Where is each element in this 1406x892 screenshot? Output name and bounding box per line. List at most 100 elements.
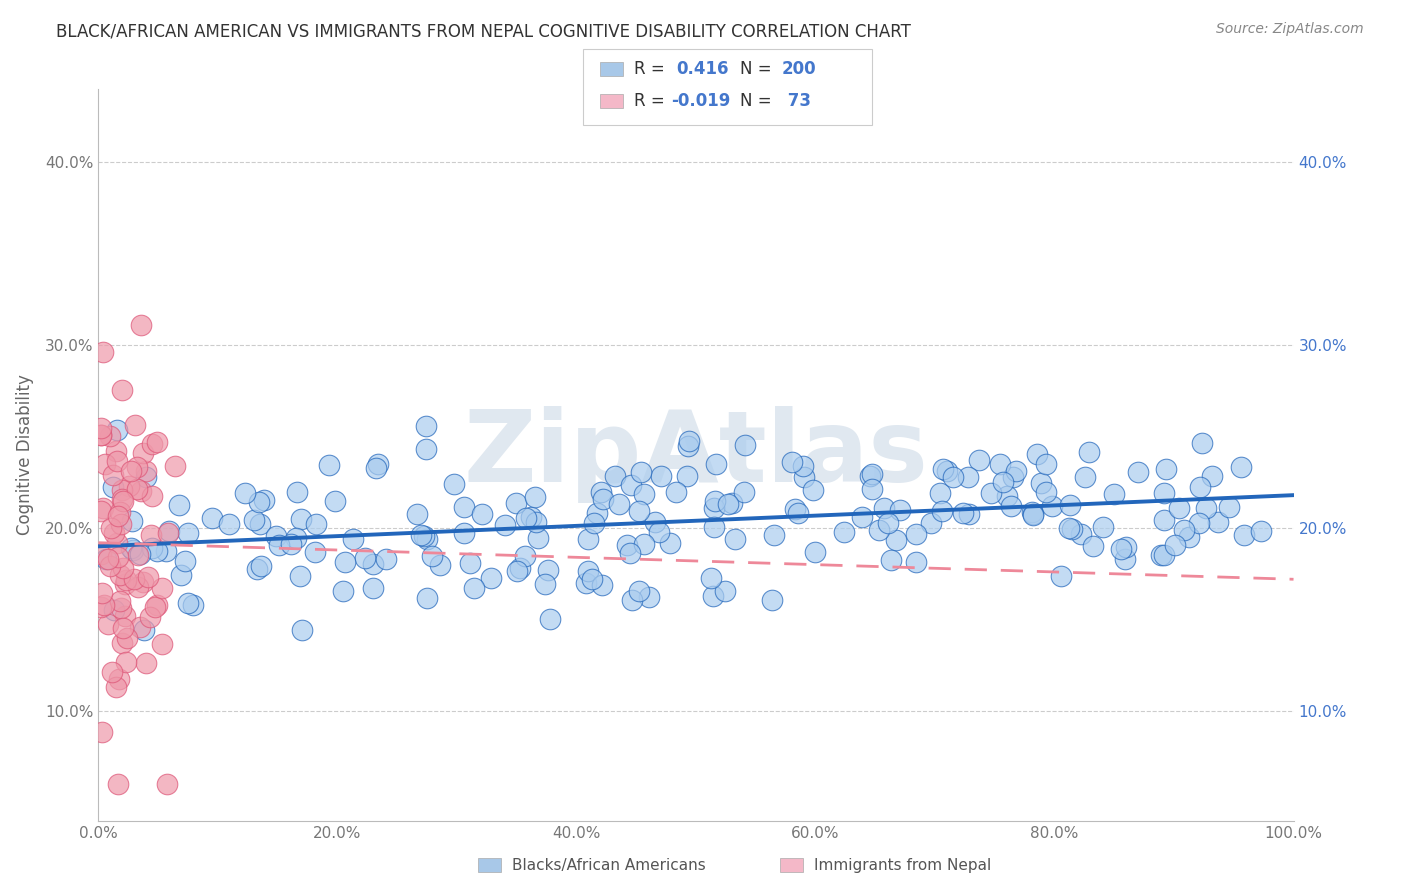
- Point: [129, 484, 152, 499]
- Point: [90, 504, 112, 518]
- Point: [889, 503, 911, 517]
- Point: [91, 585, 114, 599]
- Point: [505, 496, 527, 510]
- Point: [527, 531, 550, 545]
- Point: [122, 543, 145, 558]
- Point: [167, 499, 190, 513]
- Point: [1059, 498, 1081, 512]
- Point: [929, 485, 952, 500]
- Point: [105, 454, 128, 468]
- Point: [290, 569, 312, 583]
- Point: [93, 598, 115, 612]
- Point: [141, 541, 163, 556]
- Point: [136, 570, 159, 584]
- Point: [1109, 542, 1132, 557]
- Point: [145, 544, 167, 558]
- Point: [1074, 469, 1097, 483]
- Point: [91, 500, 114, 515]
- Point: [361, 557, 384, 571]
- Point: [100, 665, 122, 680]
- Point: [880, 552, 903, 566]
- Point: [851, 510, 873, 524]
- Point: [1233, 527, 1256, 541]
- Point: [1194, 501, 1216, 516]
- Point: [218, 516, 240, 531]
- Point: [884, 533, 907, 548]
- Point: [246, 562, 269, 576]
- Point: [1218, 500, 1240, 514]
- Point: [165, 459, 187, 474]
- Point: [1250, 524, 1272, 539]
- Point: [285, 484, 308, 499]
- Point: [780, 455, 803, 469]
- Point: [605, 468, 627, 483]
- Point: [135, 464, 157, 478]
- Point: [107, 777, 129, 791]
- Point: [177, 596, 200, 610]
- Point: [94, 551, 117, 566]
- Text: BLACK/AFRICAN AMERICAN VS IMMIGRANTS FROM NEPAL COGNITIVE DISABILITY CORRELATION: BLACK/AFRICAN AMERICAN VS IMMIGRANTS FRO…: [56, 22, 911, 40]
- Point: [415, 442, 437, 457]
- Point: [630, 465, 652, 479]
- Point: [304, 544, 326, 558]
- Point: [120, 464, 142, 478]
- Point: [253, 493, 276, 508]
- Point: [125, 460, 148, 475]
- Point: [633, 487, 655, 501]
- Point: [583, 516, 606, 530]
- Point: [1005, 464, 1028, 478]
- Point: [150, 581, 173, 595]
- Point: [416, 591, 439, 606]
- Point: [1021, 505, 1043, 519]
- Text: R =: R =: [634, 92, 665, 110]
- Text: 73: 73: [782, 92, 811, 110]
- Point: [141, 527, 163, 541]
- Point: [1114, 551, 1136, 566]
- Point: [111, 483, 134, 497]
- Point: [1059, 521, 1081, 535]
- Point: [513, 549, 536, 563]
- Point: [993, 475, 1015, 489]
- Point: [146, 434, 169, 449]
- Point: [128, 620, 150, 634]
- Point: [110, 517, 132, 532]
- Point: [678, 434, 700, 449]
- Point: [627, 504, 650, 518]
- Point: [115, 574, 138, 588]
- Point: [1229, 459, 1251, 474]
- Point: [422, 549, 444, 564]
- Point: [665, 485, 688, 500]
- Point: [90, 421, 112, 435]
- Point: [1191, 436, 1213, 450]
- Point: [463, 581, 485, 595]
- Point: [1153, 548, 1175, 562]
- Point: [141, 437, 163, 451]
- Point: [783, 502, 806, 516]
- Text: 0.416: 0.416: [676, 60, 728, 78]
- Point: [135, 656, 157, 670]
- Point: [157, 524, 180, 538]
- Point: [905, 555, 928, 569]
- Text: Blacks/African Americans: Blacks/African Americans: [512, 858, 706, 872]
- Point: [1153, 513, 1175, 527]
- Point: [479, 571, 502, 585]
- Point: [936, 464, 959, 478]
- Point: [111, 492, 134, 507]
- Point: [494, 518, 516, 533]
- Point: [107, 550, 129, 565]
- Point: [678, 439, 700, 453]
- Point: [859, 468, 882, 483]
- Point: [763, 527, 786, 541]
- Point: [361, 581, 384, 595]
- Point: [1022, 507, 1045, 521]
- Point: [734, 438, 756, 452]
- Point: [90, 428, 112, 442]
- Point: [101, 467, 124, 482]
- Point: [952, 506, 974, 520]
- Point: [141, 489, 163, 503]
- Point: [114, 576, 136, 591]
- Point: [576, 564, 599, 578]
- Point: [591, 485, 613, 500]
- Point: [877, 516, 900, 530]
- Point: [129, 318, 152, 332]
